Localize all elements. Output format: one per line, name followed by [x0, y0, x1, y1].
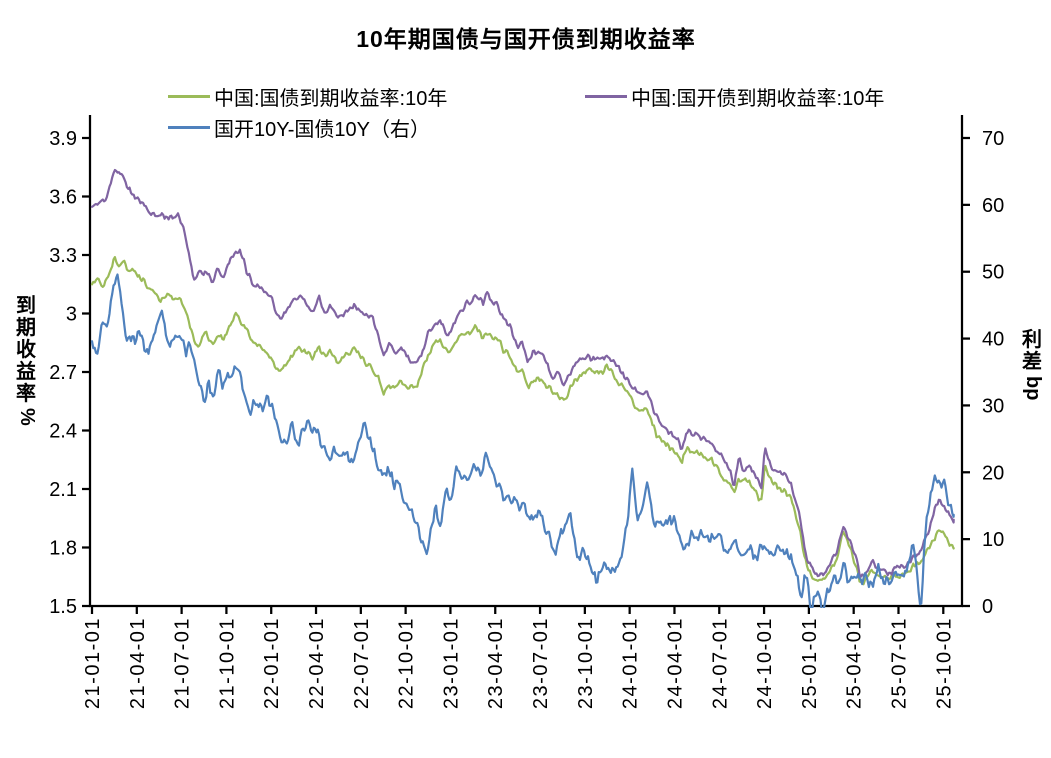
svg-text:收: 收 — [16, 337, 36, 361]
spread-series-swatch — [168, 125, 210, 129]
svg-text:bp: bp — [1022, 376, 1044, 400]
left-axis-tick-label: 2.7 — [49, 362, 77, 384]
right-axis-tick-label: 50 — [982, 262, 1004, 284]
x-axis-tick-label: 25-10-01 — [933, 617, 955, 709]
legend-label: 国开10Y-国债10Y（右） — [214, 118, 430, 141]
x-axis-tick-label: 21-10-01 — [216, 617, 238, 709]
series-lines — [90, 168, 955, 608]
left-axis-tick-label: 3.3 — [49, 245, 77, 267]
x-axis-tick-label: 22-04-01 — [306, 617, 328, 709]
left-axis-tick-label: 3 — [66, 304, 77, 326]
treasury-series-swatch — [168, 94, 210, 98]
x-axis-tick-label: 24-10-01 — [754, 617, 776, 709]
svg-text:到: 到 — [16, 294, 36, 317]
legend-item-treasury-yield: 中国:国债到期收益率:10年 — [168, 84, 448, 110]
right-axis-tick-label: 40 — [982, 329, 1004, 351]
x-axis-tick-label: 22-01-01 — [261, 617, 283, 709]
right-axis-tick-label: 10 — [982, 529, 1004, 551]
right-axis-tick-label: 60 — [982, 195, 1004, 217]
series-line-0 — [90, 256, 955, 586]
right-axis-title: 利差 bp — [1022, 328, 1044, 400]
x-axis-tick-label: 24-01-01 — [620, 617, 642, 709]
x-axis-tick-label: 23-07-01 — [530, 617, 552, 709]
x-axis-tick-label: 22-07-01 — [351, 617, 373, 709]
chart-title: 10年期国债与国开债到期收益率 — [356, 26, 696, 52]
x-axis-tick-label: 21-04-01 — [127, 617, 149, 709]
left-axis-tick-label: 3.6 — [49, 187, 77, 209]
x-axis-tick-label: 24-07-01 — [709, 617, 731, 709]
svg-text:利: 利 — [1022, 328, 1042, 351]
right-axis-tick-label: 0 — [982, 596, 993, 618]
legend-item-spread: 国开10Y-国债10Y（右） — [168, 115, 430, 141]
axes — [82, 115, 970, 614]
x-axis-tick-label: 23-01-01 — [440, 617, 462, 709]
left-axis-tick-label: 2.4 — [49, 421, 77, 443]
x-axis-tick-label: 24-04-01 — [664, 617, 686, 709]
x-axis-tick-label: 21-07-01 — [172, 617, 194, 709]
legend-label: 中国:国开债到期收益率:10年 — [631, 87, 885, 110]
x-axis-tick-label: 25-07-01 — [888, 617, 910, 709]
left-axis-tick-label: 1.5 — [49, 596, 77, 618]
left-axis-tick-label: 1.8 — [49, 538, 77, 560]
svg-text:益: 益 — [16, 359, 36, 383]
legend-label: 中国:国债到期收益率:10年 — [214, 87, 448, 110]
svg-text:率: 率 — [16, 381, 36, 405]
legend-item-cdb-yield: 中国:国开债到期收益率:10年 — [585, 84, 885, 110]
svg-text:%: % — [16, 408, 38, 426]
right-axis-tick-label: 20 — [982, 462, 1004, 484]
cdb-series-swatch — [585, 94, 627, 98]
left-axis-tick-label: 2.1 — [49, 479, 77, 501]
x-axis-tick-label: 25-01-01 — [799, 617, 821, 709]
left-axis-tick-label: 3.9 — [49, 128, 77, 150]
right-axis-tick-label: 30 — [982, 395, 1004, 417]
x-axis-tick-label: 21-01-01 — [82, 617, 104, 709]
right-axis-tick-label: 70 — [982, 128, 1004, 150]
series-line-1 — [90, 168, 955, 578]
series-line-2 — [90, 273, 955, 608]
x-axis-tick-label: 23-10-01 — [575, 617, 597, 709]
svg-text:期: 期 — [16, 316, 36, 339]
left-axis-title: 到期收益率% — [16, 294, 38, 426]
x-axis-tick-label: 23-04-01 — [485, 617, 507, 709]
x-axis-tick-label: 22-10-01 — [396, 617, 418, 709]
x-axis-tick-label: 25-04-01 — [844, 617, 866, 709]
svg-text:差: 差 — [1022, 349, 1042, 373]
